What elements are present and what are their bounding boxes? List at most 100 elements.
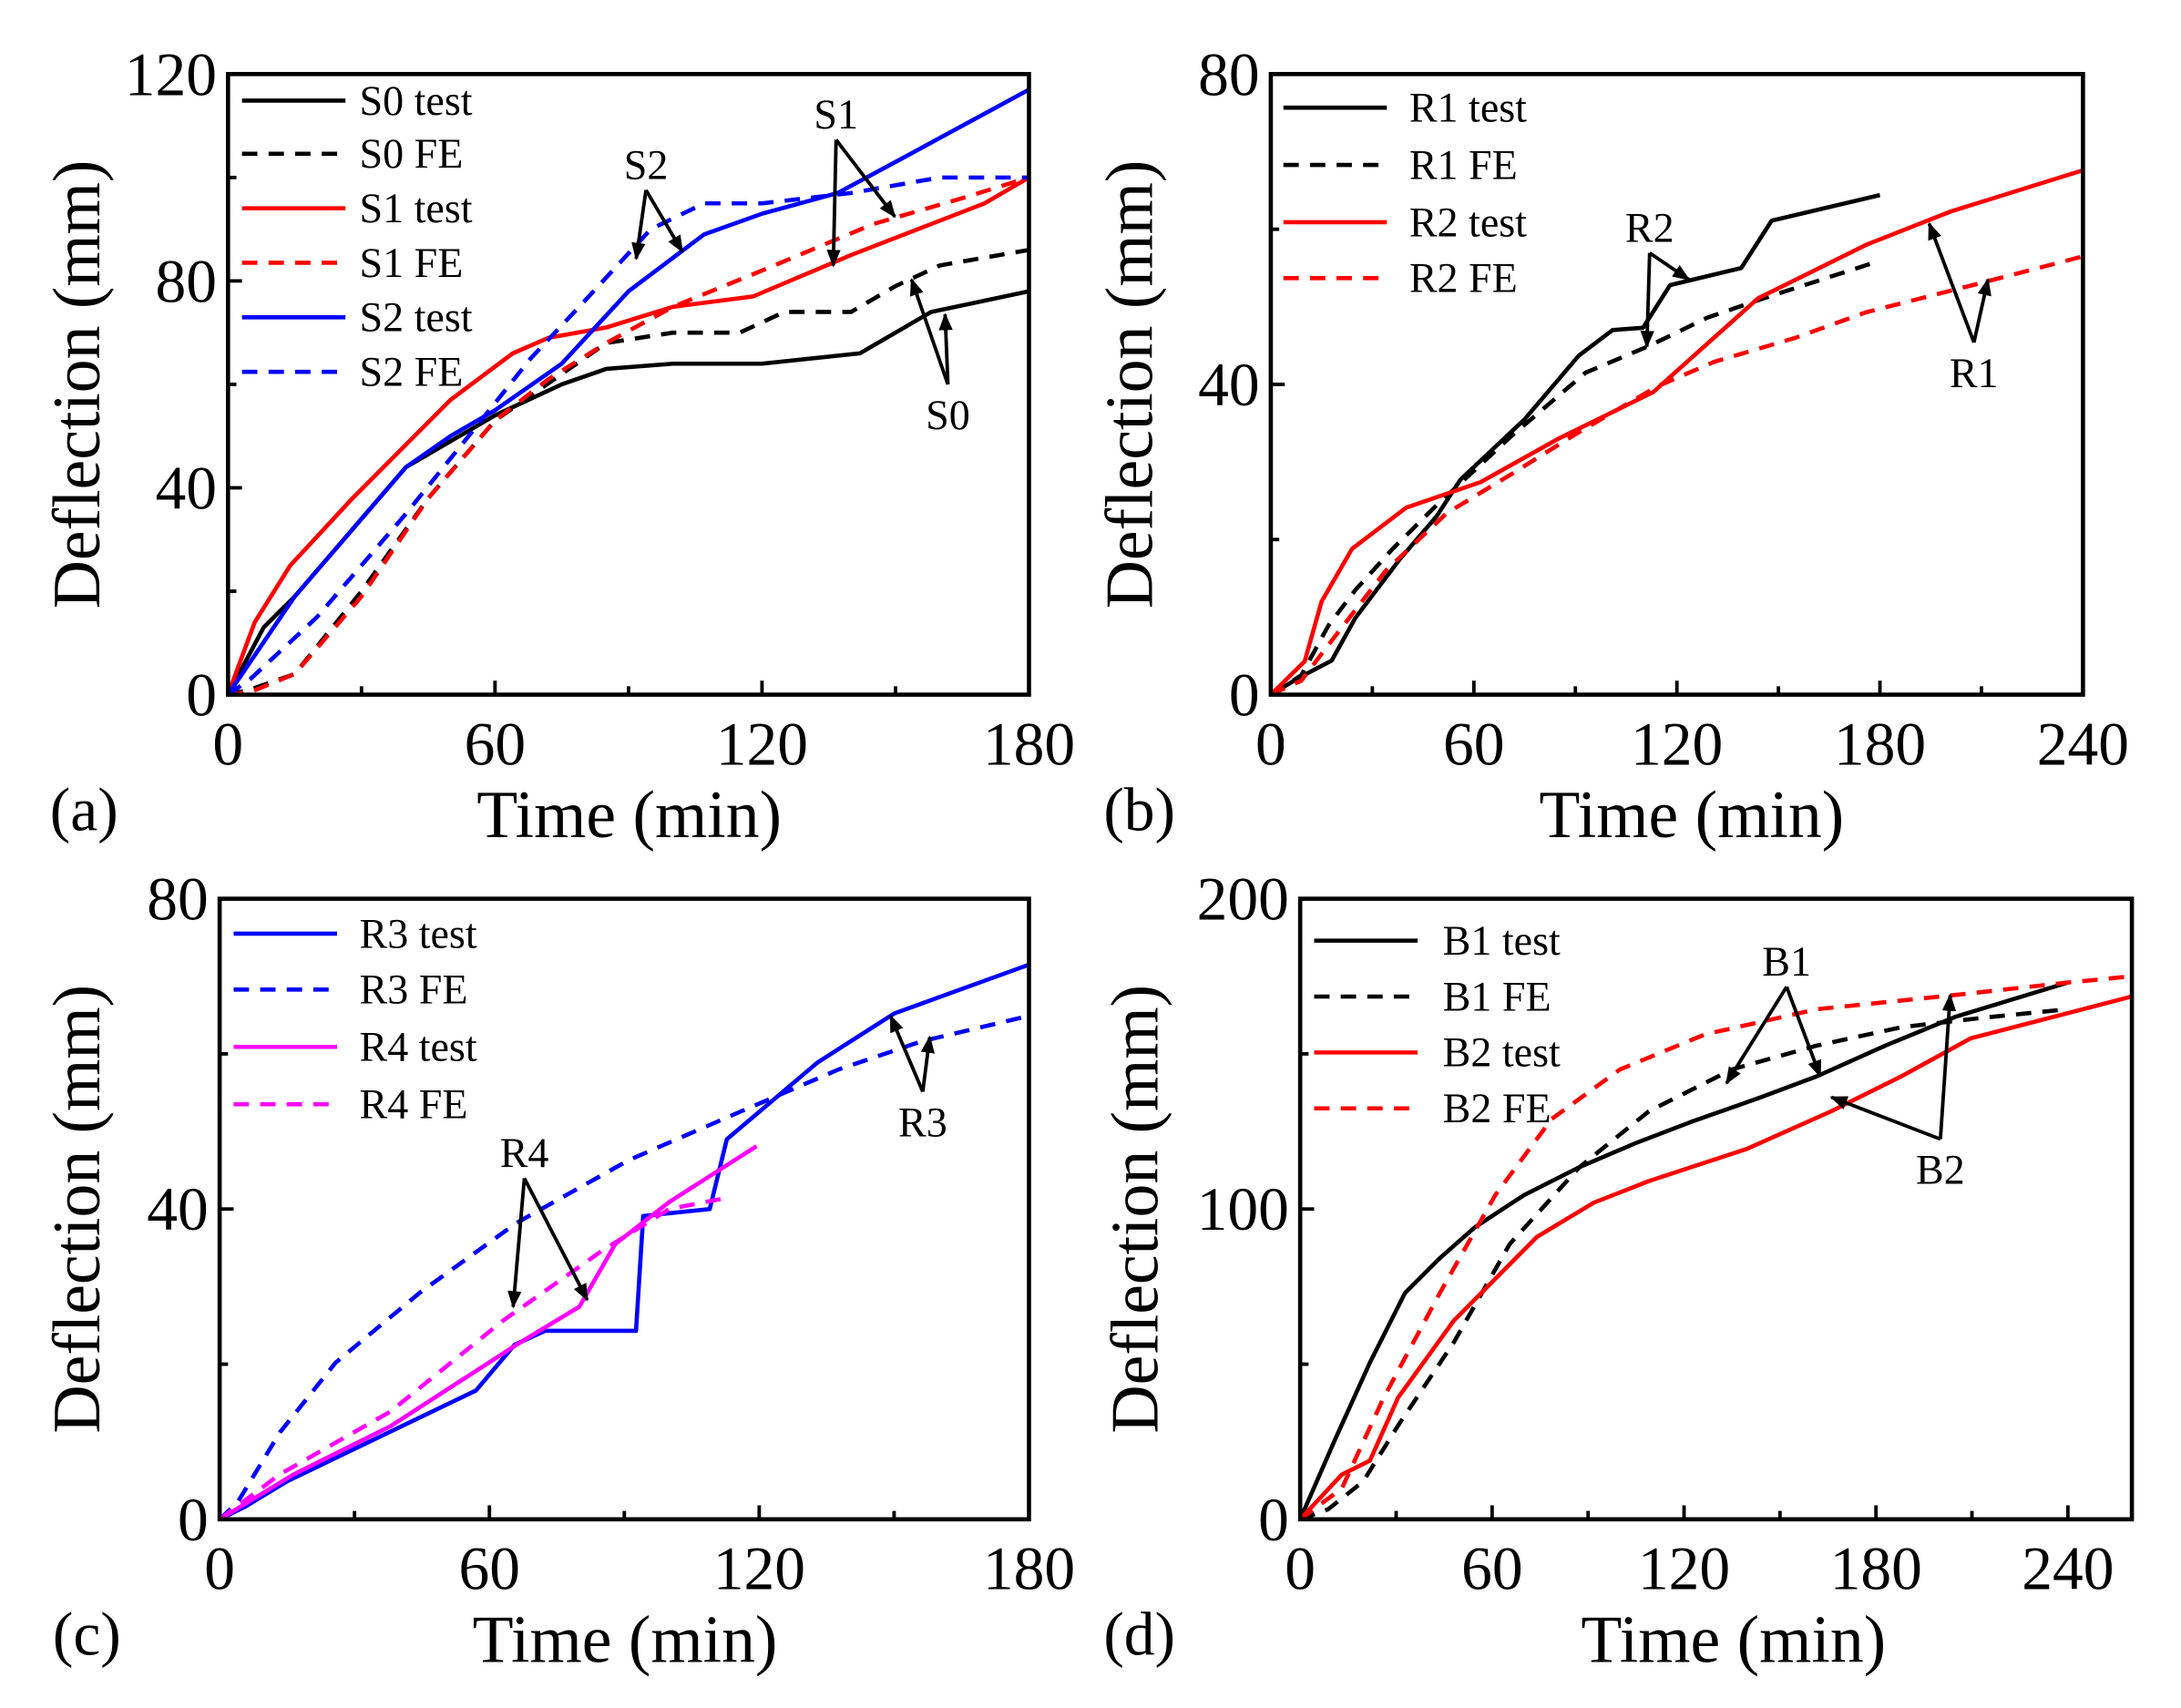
x-tick-label: 60 — [1461, 1535, 1522, 1603]
x-tick-label: 0 — [204, 1535, 235, 1603]
y-tick-label: 0 — [186, 661, 217, 730]
series-line-r3-test — [219, 962, 1030, 1521]
annotation-arrow — [1785, 986, 1822, 1079]
annotation-label: R3 — [898, 1099, 947, 1145]
annotation-arrow — [1971, 278, 1992, 343]
annotation-arrow — [1648, 251, 1691, 281]
annotation-label: B2 — [1916, 1147, 1965, 1193]
chart-panel-3: B1 test B1 FE B2 test B2 FE 0 60 120 180 240 0 100… — [1098, 865, 2135, 1676]
series-line-r4-fe — [218, 1196, 722, 1521]
chart-panel-0: S0 test S0 FE S1 test S1 FE S2 test S2 FE 0 60 1… — [39, 40, 1075, 852]
annotation-label: S2 — [624, 141, 669, 188]
y-tick-label: 40 — [147, 1175, 209, 1243]
y-axis-title: Deflection (mm) — [39, 160, 114, 609]
legend-label: S0 FE — [360, 130, 464, 177]
x-tick-label: 120 — [1631, 710, 1723, 778]
annotation-arrow — [826, 139, 841, 268]
y-tick-label: 40 — [156, 455, 218, 523]
legend-label: R4 FE — [360, 1080, 468, 1127]
x-axis-title: Time (min) — [1581, 1601, 1886, 1676]
legend-label: B1 test — [1443, 917, 1561, 964]
series-line-b2-fe — [1298, 974, 2133, 1521]
x-tick-label: 60 — [465, 710, 527, 778]
legend-label: S1 test — [360, 185, 473, 231]
plot-frame — [217, 896, 1031, 1522]
legend-label: B1 FE — [1443, 973, 1551, 1019]
annotation-label: R2 — [1625, 204, 1674, 251]
legend-label: R3 FE — [360, 967, 468, 1013]
legend-label: S2 FE — [360, 348, 464, 394]
series-line-s2-fe — [226, 175, 1029, 697]
y-tick-label: 0 — [1229, 661, 1260, 730]
x-axis-title: Time (min) — [473, 1601, 778, 1676]
annotation-arrow — [1640, 252, 1654, 349]
y-tick-label: 80 — [147, 865, 209, 934]
panel-label: (a) — [50, 775, 118, 844]
x-tick-label: 180 — [983, 1535, 1075, 1603]
annotation-label: S0 — [926, 392, 970, 438]
annotation-label: B1 — [1762, 938, 1811, 985]
chart-panel-1: R1 test R1 FE R2 test R2 FE 0 60 120 180 240 0 40 8… — [1092, 40, 2130, 852]
series-line-s1-fe — [228, 175, 1030, 697]
legend-label: R1 test — [1409, 84, 1527, 130]
x-tick-label: 240 — [2037, 710, 2129, 778]
y-tick-label: 40 — [1198, 351, 1260, 419]
annotation-arrow — [835, 138, 896, 219]
series-line-s0-fe — [227, 248, 1029, 697]
y-tick-label: 200 — [1197, 865, 1289, 934]
x-axis-title: Time (min) — [476, 777, 782, 852]
legend-label: B2 test — [1443, 1029, 1561, 1076]
x-tick-label: 0 — [1255, 710, 1286, 778]
x-tick-label: 60 — [1443, 710, 1504, 778]
series-line-r1-test — [1269, 192, 1881, 697]
y-tick-label: 100 — [1197, 1175, 1289, 1243]
x-tick-label: 60 — [458, 1535, 520, 1603]
legend-label: S0 test — [360, 77, 473, 124]
y-axis-title: Deflection (mm) — [1098, 985, 1172, 1434]
annotation-arrow — [1927, 221, 1976, 343]
x-tick-label: 0 — [212, 710, 243, 778]
annotation-arrow — [888, 1014, 925, 1093]
series-line-s2-test — [226, 87, 1030, 696]
annotation-arrow — [522, 1177, 589, 1302]
x-tick-label: 120 — [713, 1535, 805, 1603]
annotation-arrow — [938, 312, 953, 385]
legend-label: R2 test — [1409, 199, 1527, 245]
annotation-arrow — [1725, 986, 1788, 1085]
annotation-arrow — [507, 1178, 527, 1309]
panel-label: (b) — [1103, 775, 1175, 844]
legend-label: B2 FE — [1443, 1085, 1551, 1131]
annotation-arrow — [909, 278, 950, 385]
legend-label: R4 test — [360, 1024, 477, 1070]
x-tick-label: 240 — [2022, 1535, 2114, 1603]
y-tick-label: 0 — [178, 1486, 209, 1554]
legend-label: S2 test — [360, 294, 473, 341]
plot-frame — [1297, 896, 2135, 1522]
panel-label: (d) — [1103, 1601, 1175, 1669]
annotation-label: R1 — [1950, 350, 1999, 396]
panel-label: (c) — [53, 1601, 121, 1669]
annotation-arrow — [631, 189, 648, 261]
legend-label: R3 test — [360, 910, 477, 956]
series-line-r2-test — [1269, 168, 2084, 697]
x-axis-title: Time (min) — [1539, 777, 1844, 852]
series-line-r3-fe — [218, 1013, 1030, 1521]
legend-label: R2 FE — [1409, 255, 1518, 302]
y-tick-label: 80 — [1198, 40, 1260, 108]
y-axis-title: Deflection (mm) — [39, 985, 114, 1434]
x-tick-label: 120 — [1638, 1535, 1730, 1603]
y-tick-label: 0 — [1258, 1486, 1289, 1554]
annotation-arrow — [1938, 993, 1957, 1140]
annotation-label: S1 — [814, 91, 858, 138]
series-line-s0-test — [226, 289, 1029, 696]
series-line-b2-test — [1298, 994, 2133, 1521]
x-tick-label: 0 — [1285, 1535, 1316, 1603]
x-tick-label: 120 — [716, 710, 808, 778]
series-line-r4-test — [218, 1144, 758, 1521]
y-axis-title: Deflection (mm) — [1092, 160, 1167, 609]
series-line-r2-fe — [1269, 254, 2084, 697]
y-tick-label: 80 — [156, 247, 218, 315]
legend-label: R1 FE — [1409, 141, 1518, 188]
x-tick-label: 180 — [983, 710, 1075, 778]
